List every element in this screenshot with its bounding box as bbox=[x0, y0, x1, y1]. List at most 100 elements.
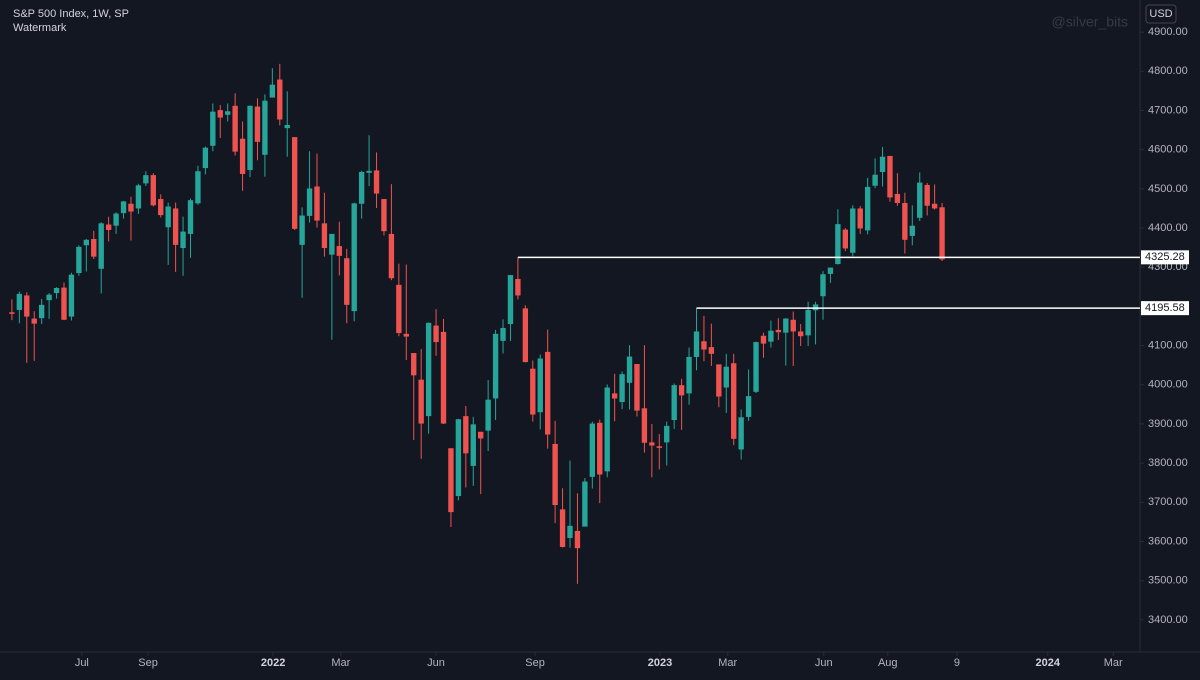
level-price-box bbox=[1141, 301, 1189, 316]
level-price-label: 4325.28 bbox=[1145, 251, 1185, 263]
candle-body bbox=[321, 223, 328, 249]
candle-body bbox=[656, 446, 662, 448]
candle-body bbox=[902, 202, 908, 240]
candle-body bbox=[798, 331, 804, 337]
candle-body bbox=[790, 319, 796, 332]
candle-body bbox=[515, 278, 521, 296]
candle-body bbox=[24, 295, 30, 317]
candle-body bbox=[664, 425, 670, 443]
candle-body bbox=[440, 331, 447, 424]
candle-body bbox=[619, 374, 625, 403]
candle-body bbox=[210, 111, 216, 146]
candle-body bbox=[135, 185, 142, 209]
y-tick-label: 4800.00 bbox=[1148, 65, 1188, 77]
candle-body bbox=[31, 318, 37, 324]
candle-body bbox=[9, 312, 15, 314]
candle-body bbox=[768, 330, 774, 342]
candle-body bbox=[381, 199, 387, 232]
candle-body bbox=[247, 105, 253, 171]
x-tick-label: 2022 bbox=[261, 657, 285, 669]
currency-box[interactable] bbox=[1145, 4, 1177, 24]
x-tick-label: Sep bbox=[138, 657, 158, 669]
candle-body bbox=[187, 200, 194, 234]
candle-body bbox=[842, 229, 849, 249]
candle-body bbox=[336, 246, 342, 256]
candle-body bbox=[53, 287, 60, 294]
candle-body bbox=[552, 443, 558, 506]
x-tick-label: 9 bbox=[954, 657, 960, 669]
candle-body bbox=[597, 422, 603, 475]
candle-body bbox=[91, 239, 97, 257]
candle-body bbox=[708, 347, 715, 354]
candle-body bbox=[492, 333, 499, 399]
candle-body bbox=[202, 147, 209, 169]
candle-body bbox=[939, 207, 945, 260]
candle-body bbox=[537, 358, 543, 413]
candle-body bbox=[827, 267, 834, 274]
y-tick-label: 3800.00 bbox=[1148, 457, 1188, 469]
candle-body bbox=[678, 385, 685, 396]
candle-body bbox=[805, 309, 811, 336]
y-tick-label: 4400.00 bbox=[1148, 222, 1188, 234]
candle-body bbox=[299, 215, 305, 245]
candle-body bbox=[887, 155, 893, 198]
candle-body bbox=[567, 525, 573, 538]
candle-body bbox=[291, 137, 298, 229]
candle-body bbox=[172, 208, 179, 245]
candle-body bbox=[195, 171, 201, 204]
candle-body bbox=[812, 304, 819, 311]
candle-body bbox=[701, 341, 707, 350]
y-tick-label: 3400.00 bbox=[1148, 614, 1188, 626]
candle-body bbox=[522, 308, 529, 363]
candle-body bbox=[582, 481, 588, 527]
candle-body bbox=[448, 448, 454, 513]
candle-body bbox=[165, 206, 171, 228]
candle-body bbox=[158, 199, 164, 216]
candle-body bbox=[909, 225, 915, 236]
x-tick-label: Jun bbox=[815, 657, 833, 669]
candle-body bbox=[716, 364, 722, 397]
candle-body bbox=[507, 275, 514, 325]
level-price-box bbox=[1141, 250, 1189, 265]
candle-body bbox=[68, 274, 75, 317]
candle-body bbox=[604, 387, 610, 472]
candle-body bbox=[254, 106, 261, 142]
candle-body bbox=[783, 318, 789, 333]
x-tick-label: Mar bbox=[1104, 657, 1123, 669]
candle-body bbox=[544, 351, 551, 435]
candle-body bbox=[850, 208, 856, 253]
candle-body bbox=[574, 530, 581, 549]
candle-body bbox=[917, 182, 923, 218]
candle-body bbox=[239, 138, 246, 174]
candle-body bbox=[329, 233, 335, 255]
candle-body bbox=[760, 335, 767, 344]
x-tick-label: Jul bbox=[75, 657, 89, 669]
candle-body bbox=[217, 110, 223, 118]
x-tick-label: 2024 bbox=[1035, 657, 1060, 669]
currency[interactable]: USD bbox=[1149, 8, 1172, 20]
candle-body bbox=[634, 364, 640, 411]
candle-body bbox=[723, 366, 729, 388]
candle-body bbox=[686, 356, 692, 394]
candle-body bbox=[388, 233, 395, 279]
candle-body bbox=[671, 385, 677, 421]
candle-body bbox=[351, 203, 357, 312]
candle-body bbox=[775, 329, 782, 333]
y-tick-label: 3700.00 bbox=[1148, 496, 1188, 508]
candle-body bbox=[120, 201, 127, 214]
candle-body bbox=[693, 331, 700, 357]
y-tick-label: 3900.00 bbox=[1148, 418, 1188, 430]
candle-body bbox=[879, 156, 886, 173]
candle-body bbox=[530, 368, 536, 415]
candle-body bbox=[857, 208, 863, 229]
candle-body bbox=[403, 333, 409, 337]
candle-body bbox=[105, 224, 112, 231]
candle-body bbox=[284, 124, 290, 129]
candle-body bbox=[113, 213, 119, 226]
y-tick-label: 3600.00 bbox=[1148, 535, 1188, 547]
candle-body bbox=[98, 223, 104, 269]
candle-body bbox=[425, 322, 432, 417]
candle-body bbox=[753, 342, 759, 392]
candle-body bbox=[262, 100, 268, 155]
